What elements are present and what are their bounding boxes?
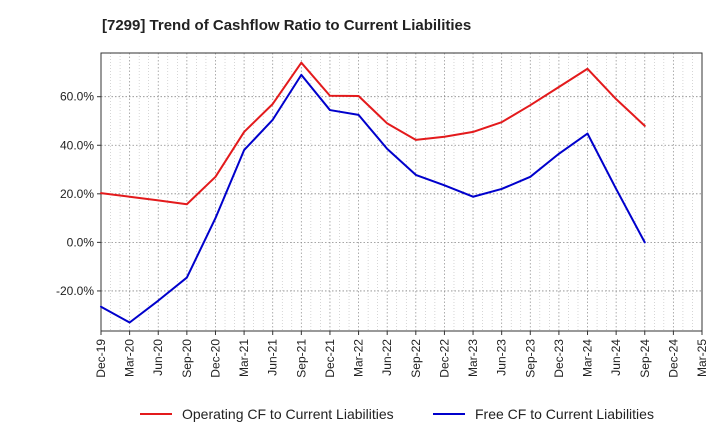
- x-tick-label: Jun-23: [495, 339, 509, 376]
- legend-label-1: Operating CF to Current Liabilities: [182, 406, 394, 422]
- x-tick-label: Dec-21: [323, 339, 337, 378]
- y-tick-label: 0.0%: [67, 235, 95, 249]
- x-tick-label: Mar-20: [123, 339, 137, 377]
- x-tick-label: Jun-24: [609, 339, 623, 376]
- x-tick-label: Jun-21: [266, 339, 280, 376]
- x-tick-label: Mar-23: [466, 339, 480, 377]
- x-tick-label: Sep-24: [638, 339, 652, 378]
- legend: Operating CF to Current Liabilities Free …: [140, 406, 654, 422]
- x-tick-label: Dec-22: [437, 339, 451, 378]
- x-tick-label: Dec-20: [208, 339, 222, 378]
- x-tick-label: Dec-19: [94, 339, 108, 378]
- x-tick-label: Sep-21: [294, 339, 308, 378]
- x-tick-label: Mar-21: [237, 339, 251, 377]
- y-tick-label: 60.0%: [60, 90, 94, 104]
- x-tick-label: Mar-22: [352, 339, 366, 377]
- x-tick-label: Jun-22: [380, 339, 394, 376]
- x-tick-label: Dec-23: [552, 339, 566, 378]
- x-tick-label: Dec-24: [666, 339, 680, 378]
- series-layer: [100, 61, 646, 324]
- y-tick-label: 20.0%: [60, 187, 94, 201]
- plot-frame: [100, 52, 703, 332]
- series-line-2: [100, 73, 646, 324]
- legend-label-2: Free CF to Current Liabilities: [475, 406, 654, 422]
- x-tick-label: Sep-20: [180, 339, 194, 378]
- axes-layer: -20.0% 0.0% 20.0% 40.0% 60.0% Dec-19 Mar-20 Jun…: [56, 52, 709, 378]
- x-tick-label: Sep-22: [409, 339, 423, 378]
- y-tick-label: -20.0%: [56, 284, 94, 298]
- x-tick-label: Mar-25: [695, 339, 709, 377]
- series-line-1: [100, 61, 646, 206]
- y-tick-label: 40.0%: [60, 138, 94, 152]
- x-tick-label: Sep-23: [523, 339, 537, 378]
- x-tick-label: Jun-20: [151, 339, 165, 376]
- chart-title: [7299] Trend of Cashflow Ratio to Curren…: [102, 17, 471, 34]
- grid-layer: [100, 53, 703, 331]
- x-tick-label: Mar-24: [581, 339, 595, 377]
